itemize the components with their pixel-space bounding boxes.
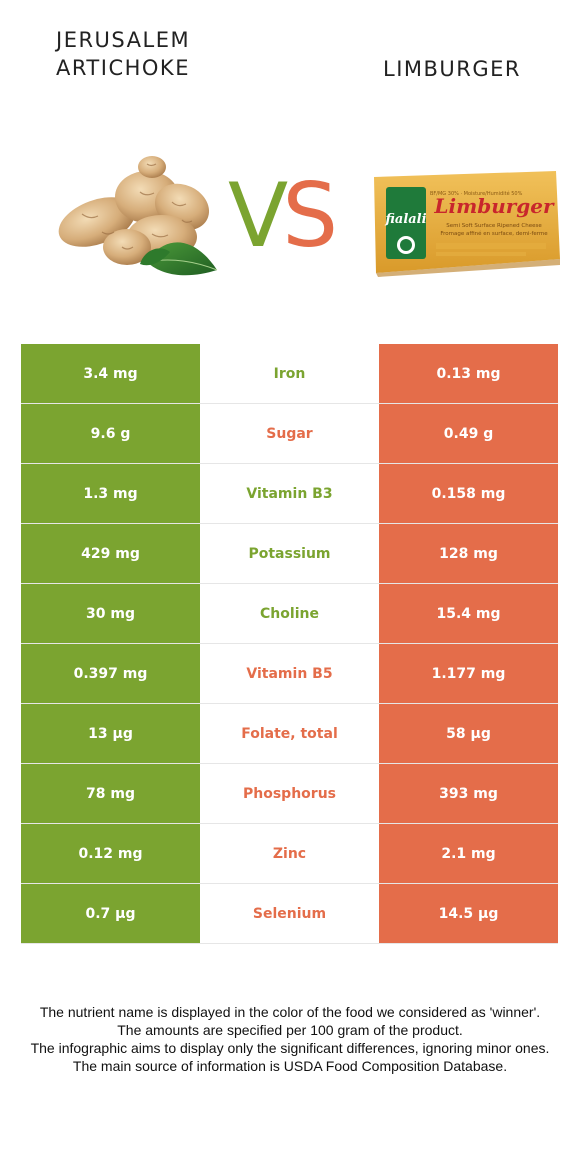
left-food-value: 9.6 g [21, 404, 200, 463]
versus-label: VS [228, 164, 338, 267]
right-food-value: 15.4 mg [379, 584, 558, 643]
left-food-value: 429 mg [21, 524, 200, 583]
row-divider [21, 883, 558, 884]
nutrient-name: Selenium [200, 884, 379, 943]
left-food-value: 0.12 mg [21, 824, 200, 883]
left-food-title: JERUSALEM ARTICHOKE [56, 26, 256, 82]
nutrient-name: Potassium [200, 524, 379, 583]
jerusalem-artichoke-image [58, 156, 218, 276]
left-food-value: 78 mg [21, 764, 200, 823]
table-row: 1.3 mg Vitamin B3 0.158 mg [21, 464, 558, 524]
nutrient-name: Vitamin B3 [200, 464, 379, 523]
row-divider [21, 943, 558, 944]
nutrient-comparison-table: 3.4 mg Iron 0.13 mg 9.6 g Sugar 0.49 g 1.3 mg V… [21, 344, 558, 944]
table-row: 3.4 mg Iron 0.13 mg [21, 344, 558, 404]
footer-line-winner-note: The nutrient name is displayed in the co… [39, 1004, 541, 1020]
right-food-value: 0.49 g [379, 404, 558, 463]
table-row: 429 mg Potassium 128 mg [21, 524, 558, 584]
row-divider [21, 823, 558, 824]
left-food-value: 30 mg [21, 584, 200, 643]
right-food-value: 393 mg [379, 764, 558, 823]
left-food-value: 0.7 µg [21, 884, 200, 943]
nutrient-name: Iron [200, 344, 379, 403]
nutrient-name: Sugar [200, 404, 379, 463]
package-fine-print-2: Fromage affiné en surface, demi-ferme [440, 230, 548, 237]
row-divider [21, 643, 558, 644]
row-divider [21, 763, 558, 764]
right-food-value: 128 mg [379, 524, 558, 583]
left-food-value: 1.3 mg [21, 464, 200, 523]
package-fine-print-1: Semi Soft Surface Ripened Cheese [446, 223, 542, 229]
table-row: 9.6 g Sugar 0.49 g [21, 404, 558, 464]
left-food-value: 3.4 mg [21, 344, 200, 403]
table-row: 13 µg Folate, total 58 µg [21, 704, 558, 764]
nutrient-name: Vitamin B5 [200, 644, 379, 703]
right-food-value: 1.177 mg [379, 644, 558, 703]
left-food-value: 13 µg [21, 704, 200, 763]
left-food-value: 0.397 mg [21, 644, 200, 703]
row-divider [21, 583, 558, 584]
product-name-label: Limburger [433, 194, 555, 218]
nutrient-name: Folate, total [200, 704, 379, 763]
nutrient-name: Phosphorus [200, 764, 379, 823]
footer-line-amounts-note: The amounts are specified per 100 gram o… [117, 1022, 463, 1038]
table-row: 0.397 mg Vitamin B5 1.177 mg [21, 644, 558, 704]
right-food-title: LIMBURGER [383, 57, 522, 81]
table-row: 78 mg Phosphorus 393 mg [21, 764, 558, 824]
right-food-value: 0.158 mg [379, 464, 558, 523]
nutrient-name: Zinc [200, 824, 379, 883]
footer-line-differences-note: The infographic aims to display only the… [30, 1040, 550, 1056]
versus-s: S [282, 164, 338, 267]
left-food-title-line1: JERUSALEM [56, 28, 191, 52]
table-row: 0.12 mg Zinc 2.1 mg [21, 824, 558, 884]
nutrient-name: Choline [200, 584, 379, 643]
brand-label: fialali [384, 212, 426, 227]
table-row: 30 mg Choline 15.4 mg [21, 584, 558, 644]
package-top-line: BF/MG 30% · Moisture/Humidité 50% [430, 190, 523, 197]
row-divider [21, 703, 558, 704]
row-divider [21, 463, 558, 464]
versus-v: V [228, 164, 288, 267]
left-food-title-line2: ARTICHOKE [56, 56, 190, 80]
right-food-value: 58 µg [379, 704, 558, 763]
right-food-value: 0.13 mg [379, 344, 558, 403]
footer-line-source-note: The main source of information is USDA F… [72, 1058, 508, 1074]
limburger-package-image: fialali BF/MG 30% · Moisture/Humidité 50… [374, 171, 560, 277]
right-food-value: 2.1 mg [379, 824, 558, 883]
table-row: 0.7 µg Selenium 14.5 µg [21, 884, 558, 944]
right-food-value: 14.5 µg [379, 884, 558, 943]
row-divider [21, 403, 558, 404]
row-divider [21, 523, 558, 524]
footer-notes: The nutrient name is displayed in the co… [20, 1003, 560, 1075]
